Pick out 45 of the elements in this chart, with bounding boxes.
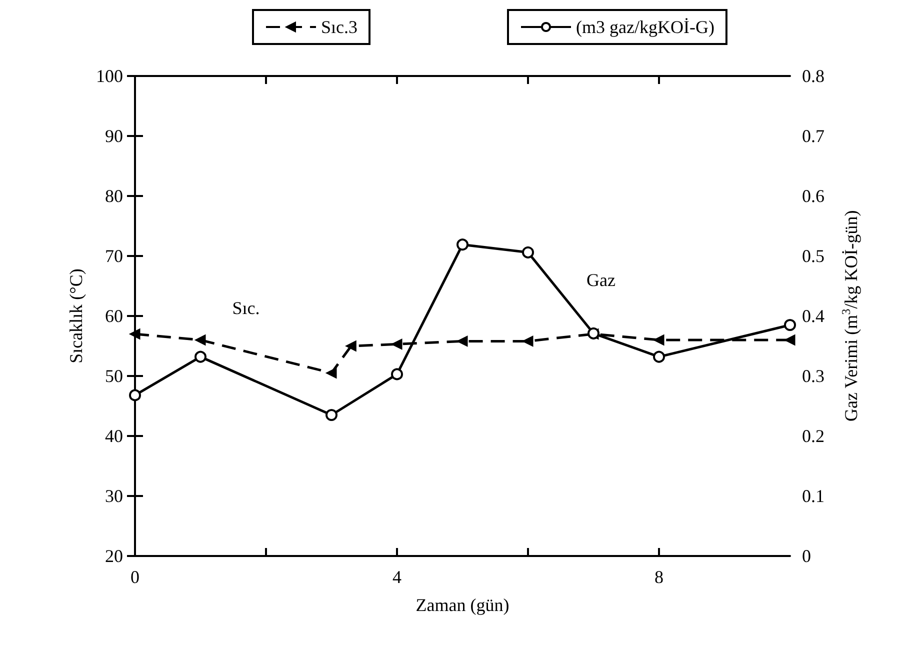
y2-tick-label: 0.4: [802, 306, 824, 326]
point: [654, 334, 664, 346]
point: [391, 368, 403, 380]
point: [522, 246, 534, 258]
y2-tick-label: 0.1: [802, 486, 824, 506]
y-tick-label: 50: [105, 366, 123, 386]
point: [653, 350, 665, 363]
y-tick-label: 80: [105, 186, 123, 206]
legend-label: (m3 gaz/kgKOİ-G): [576, 17, 714, 37]
point: [195, 334, 206, 346]
y-tick-label: 60: [105, 306, 123, 326]
x-tick-label: 8: [654, 567, 664, 587]
point: [130, 328, 140, 340]
y-tick-label: 90: [105, 126, 123, 146]
point: [784, 334, 796, 346]
y2-tick-label: 0: [802, 546, 811, 566]
point: [457, 336, 468, 346]
y2-tick-label: 0.6: [802, 186, 824, 206]
y-tick-label: 40: [105, 426, 123, 446]
point: [129, 389, 141, 402]
annotation: Gaz: [586, 270, 616, 290]
x-tick-label: 0: [130, 567, 140, 587]
y-axis-title: Sıcaklık (°C): [66, 268, 86, 364]
point: [326, 368, 337, 378]
annotation: Sıc.: [232, 298, 260, 318]
y-tick-label: 20: [105, 546, 123, 566]
point: [194, 350, 206, 363]
y2-tick-label: 0.2: [802, 426, 824, 446]
point: [346, 340, 356, 352]
point: [392, 338, 402, 350]
x-tick-label: 4: [392, 567, 402, 587]
y-tick-label: 70: [105, 246, 123, 266]
point: [456, 238, 468, 251]
point: [522, 336, 534, 346]
legend-label: Sıc.3: [321, 17, 358, 37]
y2-tick-label: 0.7: [802, 126, 824, 146]
y-tick-label: 30: [105, 486, 123, 506]
y2-tick-label: 0.3: [802, 366, 824, 386]
x-axis-title: Zaman (gün): [416, 595, 510, 615]
point: [326, 409, 338, 421]
y-tick-label: 100: [96, 66, 123, 86]
y2-axis-title: Gaz Verimi (m3/kg KOİ-gün): [839, 210, 861, 422]
point: [784, 319, 796, 331]
y2-tick-label: 0.8: [802, 66, 824, 86]
y2-tick-label: 0.5: [802, 246, 824, 266]
